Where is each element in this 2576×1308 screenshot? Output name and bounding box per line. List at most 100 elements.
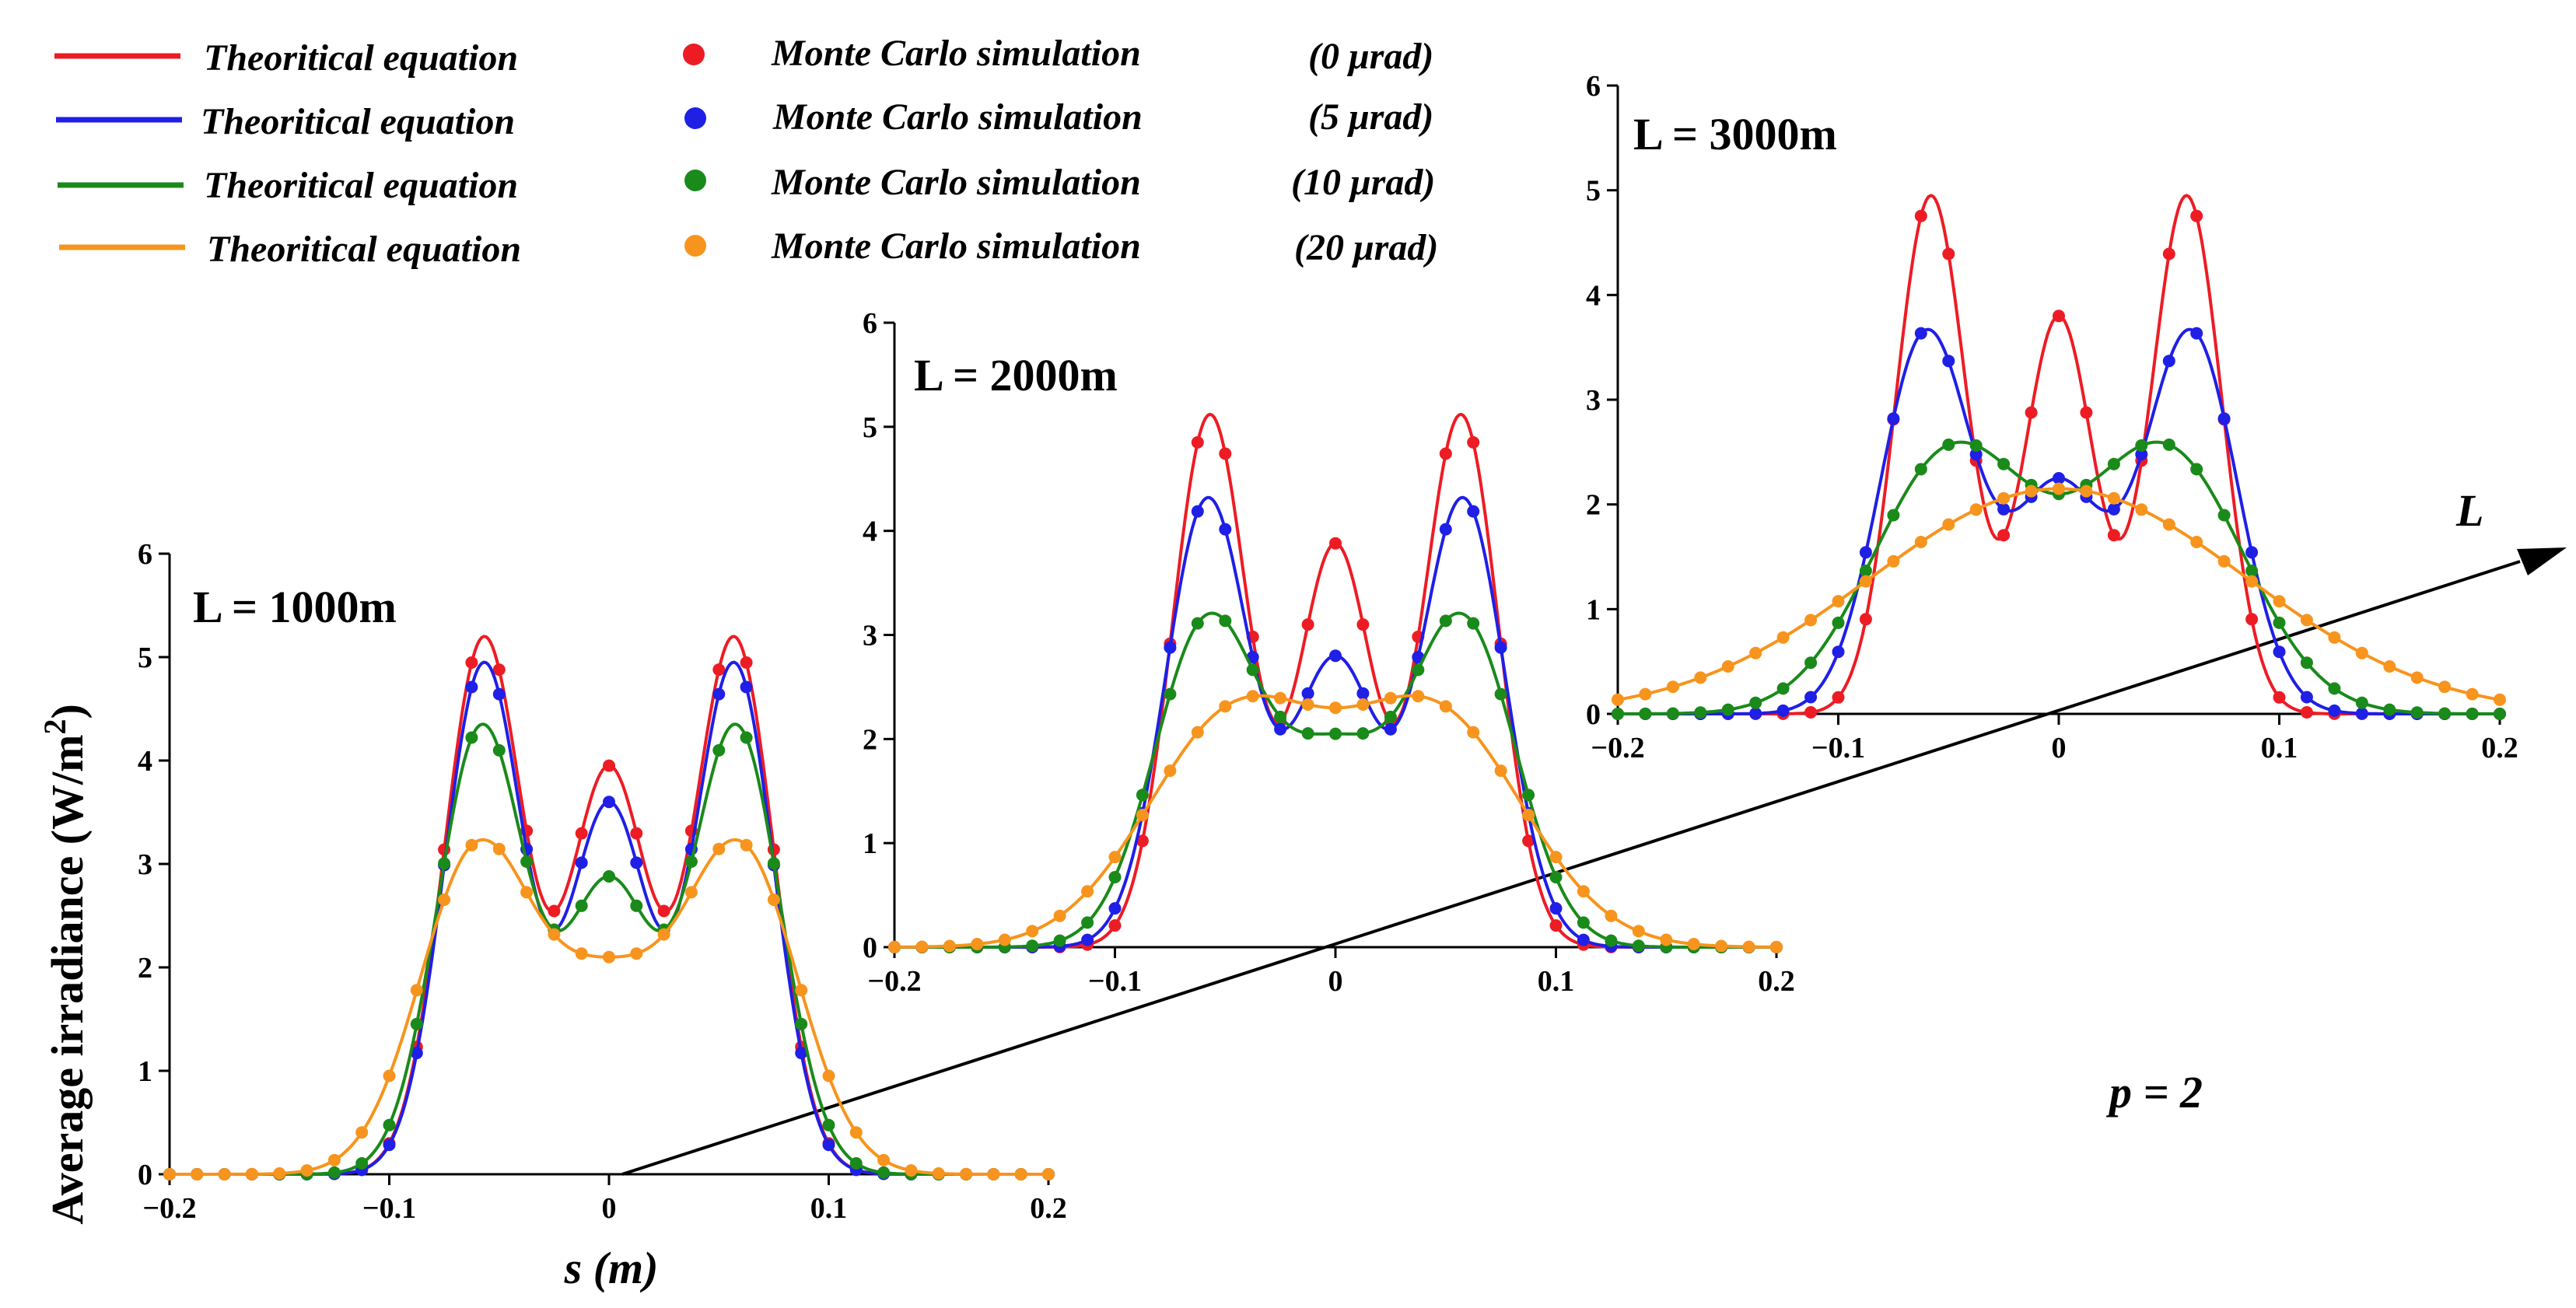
series-marker	[657, 904, 670, 918]
y-tick-label: 6	[138, 538, 152, 571]
series-marker	[410, 1047, 423, 1060]
legend-line-label: Theoritical equation	[207, 229, 521, 270]
series-marker	[712, 687, 726, 701]
x-tick-label: 0.1	[1538, 965, 1575, 998]
y-tick-label: 1	[863, 827, 877, 860]
legend-divergence: (20 μrad)	[1294, 227, 1438, 268]
legend-marker-3	[684, 235, 706, 257]
series-marker	[2162, 355, 2175, 368]
series-marker	[971, 938, 984, 950]
series-marker	[1164, 764, 1177, 778]
series-marker	[465, 731, 478, 744]
series-marker	[1301, 687, 1314, 700]
series-marker	[1914, 327, 1927, 340]
series-marker	[603, 950, 615, 964]
series-marker	[1014, 1168, 1027, 1180]
series-marker	[1997, 502, 2011, 516]
series-marker	[2245, 613, 2259, 626]
series-marker	[2107, 491, 2120, 505]
series-marker	[300, 1164, 313, 1177]
series-marker	[657, 928, 670, 941]
series-marker	[1776, 631, 1790, 644]
x-axis-title: s (m)	[564, 1243, 659, 1293]
series-marker	[2053, 310, 2065, 323]
legend-divergence: (5 μrad)	[1308, 96, 1433, 138]
series-marker	[1467, 435, 1480, 449]
series-marker	[795, 1047, 808, 1060]
series-marker	[1632, 939, 1645, 953]
series-marker	[1356, 687, 1370, 700]
series-marker	[2162, 247, 2175, 261]
series-marker	[1639, 707, 1652, 720]
series-marker	[1108, 851, 1122, 864]
series-marker	[1384, 691, 1397, 705]
legend-marker-0	[683, 44, 705, 65]
series-marker	[1301, 698, 1314, 711]
series-marker	[1301, 618, 1314, 631]
series-marker	[740, 731, 753, 744]
legend-marker-1	[684, 107, 706, 129]
series-marker	[1776, 682, 1790, 695]
series-marker	[2410, 706, 2424, 719]
series-marker	[712, 842, 726, 855]
x-tick-label: 0.2	[2481, 732, 2518, 764]
series-marker	[575, 827, 588, 840]
series-line-0-μrad	[170, 635, 1048, 1176]
series-marker	[520, 886, 534, 899]
series-marker	[1467, 617, 1480, 630]
series-marker	[998, 933, 1011, 946]
series-line-0-μrad	[894, 412, 1776, 949]
y-tick-label: 0	[863, 932, 877, 964]
series-marker	[1639, 687, 1652, 701]
series-marker	[2190, 536, 2203, 548]
series-marker	[2053, 482, 2065, 495]
y-tick-label: 5	[138, 642, 152, 674]
series-marker	[355, 1157, 369, 1170]
series-marker	[740, 680, 753, 694]
series-marker	[1274, 722, 1287, 736]
legend-row: Theoritical equation Monte Carlo simulat…	[58, 162, 1435, 206]
y-axis-title-close: )	[42, 704, 93, 719]
series-marker	[1439, 614, 1452, 628]
series-marker	[1549, 902, 1563, 915]
series-marker	[1859, 565, 1872, 577]
legend-marker-label: Monte Carlo simulation	[771, 162, 1141, 203]
series-marker	[1384, 722, 1397, 736]
series-marker	[2328, 631, 2341, 644]
series-marker	[1384, 710, 1397, 723]
series-marker	[1804, 656, 1818, 670]
series-marker	[1329, 649, 1342, 663]
series-marker	[2383, 703, 2396, 716]
series-marker	[1191, 505, 1204, 518]
y-tick-label: 3	[1586, 384, 1601, 417]
series-marker	[1246, 690, 1259, 703]
series-marker	[1605, 909, 1618, 922]
panel-2000m: 0 1 2 3 4 5 6 −0.2 −0.1 0 0.1 0.2 L = 2000m	[863, 307, 1795, 998]
series-marker	[932, 1167, 945, 1180]
series-marker	[1494, 764, 1507, 778]
panel-title: L = 2000m	[914, 350, 1118, 400]
series-marker	[740, 838, 753, 852]
series-marker	[1969, 439, 1983, 452]
series-marker	[1467, 726, 1480, 739]
series-marker	[465, 680, 478, 694]
series-marker	[2466, 707, 2479, 720]
series-marker	[1577, 916, 1590, 929]
series-line-5-μrad	[894, 495, 1776, 949]
series-marker	[355, 1126, 369, 1139]
series-marker	[1612, 693, 1624, 706]
y-axis-title: Average irradiance (W/m2)	[37, 704, 93, 1225]
series-marker	[575, 899, 588, 912]
series-marker	[1887, 509, 1900, 522]
series-marker	[1274, 710, 1287, 723]
series-marker	[1887, 554, 1900, 568]
series-marker	[2300, 691, 2313, 704]
series-marker	[327, 1166, 341, 1179]
series-marker	[2190, 209, 2203, 222]
series-marker	[218, 1168, 231, 1180]
x-tick-label: −0.1	[362, 1192, 416, 1225]
series-marker	[1914, 536, 1927, 548]
series-marker	[273, 1167, 286, 1180]
panel-title: L = 1000m	[193, 582, 397, 632]
